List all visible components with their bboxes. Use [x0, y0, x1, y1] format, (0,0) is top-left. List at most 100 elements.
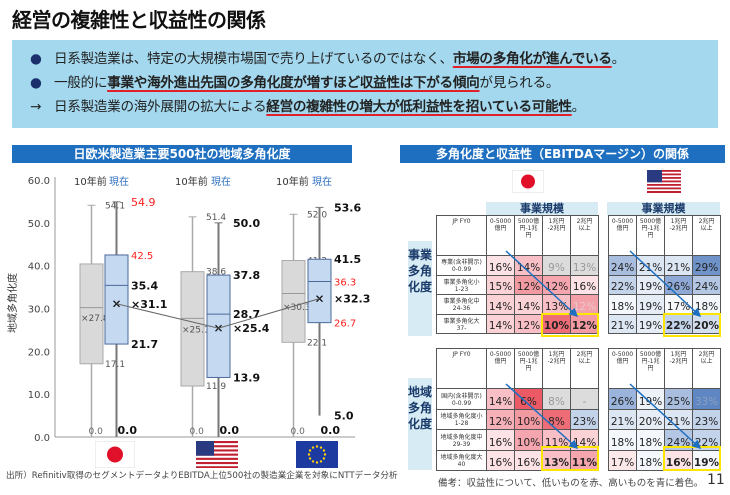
label-now-max: 50.0 [233, 217, 260, 230]
heatmap-cell: 20% [636, 408, 665, 430]
mean-label-now: ×32.3 [334, 293, 370, 306]
label-before-q1: 11.9 [206, 382, 226, 392]
heatmap-cell: 18% [692, 294, 721, 315]
row-header: 地域多角化度小 1-28 [436, 408, 487, 430]
heatmap-cell: 21% [664, 255, 693, 276]
heatmap-cell: 9% [542, 255, 571, 276]
row-header: 専業(含非開示) 0-0.99 [436, 255, 487, 276]
heatmap-cell: 22% [608, 274, 637, 295]
header-row: JP FY0 0-5000 億円 5000億 円-1兆 円 1兆円 -2兆円 2兆円 以… [436, 348, 599, 389]
eu-star [322, 449, 326, 452]
column-header: 1兆円 -2兆円 [664, 348, 693, 389]
heatmap-cell: 12% [514, 274, 543, 295]
right-panel-header: 多角化度と収益性（EBITDAマージン）の関係 [400, 145, 725, 163]
table-row: 17% 18% 16% 19% [608, 449, 721, 471]
table-row: 22% 19% 26% 24% [608, 274, 721, 295]
label-now-max: 53.6 [334, 201, 361, 214]
label-now-q3: 41.5 [334, 253, 361, 266]
heatmap-cell: 8% [542, 388, 571, 410]
y-tick-label: 20.0 [28, 347, 50, 358]
table-row: 21% 20% 21% 23% [608, 408, 721, 430]
heatmap-cell: 26% [608, 388, 637, 410]
highlight-box [541, 313, 599, 337]
eu-star [322, 457, 326, 460]
heatmap-cell: 19% [636, 274, 665, 295]
mean-marker [316, 295, 323, 303]
label-before-q3: 38.6 [206, 268, 226, 278]
series-label-now: 現在 [109, 176, 129, 188]
box-now [307, 258, 332, 324]
heatmap-cell: 14% [486, 388, 515, 410]
heatmap-cell: 12% [514, 313, 543, 334]
label-now-min: 0.0 [321, 424, 341, 437]
summary-line-3: → 日系製造業の海外展開の拡大による経営の複雑性の増大が低利益性を招いている可能性… [30, 95, 718, 119]
summary-text: 。 [571, 99, 586, 115]
heatmap-cell: 10% [514, 429, 543, 451]
table-row: 26% 19% 25% 33% [608, 388, 721, 410]
heatmap-cell: 19% [692, 449, 721, 471]
heatmap-cell: 21% [608, 408, 637, 430]
mean-label-before: ×25.1 [182, 325, 210, 335]
heatmap-cell: 12% [542, 274, 571, 295]
heatmap-cell: 18% [608, 429, 637, 451]
row-header: 地域多角化度大 40 [436, 449, 487, 471]
series-label-before: 10年前 [276, 175, 309, 188]
bullet-icon: ● [30, 75, 42, 91]
table-row: 事業多角化小 1-23 15% 12% 12% 16% [436, 274, 599, 295]
heatmap-cell: 12% [570, 294, 599, 315]
column-header: 0-5000 億円 [608, 348, 637, 389]
us-scale-header: 事業規模 [607, 202, 720, 215]
column-header: 5000億 円-1兆 円 [514, 348, 543, 389]
column-header: 2兆円 以上 [570, 348, 599, 389]
us-flag [647, 170, 681, 193]
eu-flag [296, 441, 338, 468]
heatmap-cell: 17% [664, 294, 693, 315]
heatmap-cell: 33% [692, 388, 721, 410]
business-axis-label: 事業多角化度 [408, 241, 432, 336]
label-now-max: 54.9 [131, 196, 156, 209]
heatmap-cell: - [570, 388, 599, 410]
table-row: 地域多角化度小 1-28 12% 10% 8% 23% [436, 408, 599, 430]
eu-star [315, 461, 319, 464]
table-row: 国内(含非開示) 0-0.99 14% 6% 8% - [436, 388, 599, 410]
series-label-now: 現在 [312, 176, 332, 188]
heatmap-cell: 29% [692, 255, 721, 276]
y-tick-label: 60.0 [28, 176, 50, 187]
eu-star [319, 446, 323, 449]
summary-text: 。 [611, 51, 626, 67]
arrow-right-icon: → [30, 99, 42, 115]
summary-line-2: ● 一般的に事業や海外進出先国の多角化度が増すほど収益性は下がる傾向が見られる。 [30, 71, 718, 95]
jp-flag [512, 170, 544, 193]
heatmap-cell: 21% [664, 408, 693, 430]
us-flag [196, 441, 238, 468]
header-row: 0-5000 億円 5000億 円-1兆 円 1兆円 -2兆円 2兆円 以上 [608, 348, 721, 389]
column-header: 5000億 円-1兆 円 [636, 215, 665, 256]
heatmap-cell: 14% [486, 294, 515, 315]
page-title: 経営の複雑性と収益性の関係 [12, 8, 266, 32]
highlight-box [541, 446, 599, 471]
column-header: 5000億 円-1兆 円 [636, 348, 665, 389]
region-axis-label: 地域多角化度 [408, 378, 432, 470]
row-header: 地域多角化度中 29-39 [436, 429, 487, 451]
box-before [79, 263, 104, 365]
heatmap-cell: 16% [514, 449, 543, 471]
column-header: 2兆円 以上 [692, 215, 721, 256]
corner-header: JP FY0 [436, 215, 487, 256]
heatmap-cell: 24% [608, 255, 637, 276]
column-header: 0-5000 億円 [608, 215, 637, 256]
label-before-q1: 17.1 [105, 360, 125, 370]
label-before-min: 0.0 [89, 427, 104, 437]
label-now-q1: 26.7 [334, 319, 356, 330]
left-panel-header: 日欧米製造業主要500社の地域多角化度 [12, 145, 352, 163]
heatmap-cell: 13% [542, 294, 571, 315]
heatmap-cell: 21% [608, 313, 637, 334]
summary-text: が見られる。 [479, 75, 560, 91]
jp-scale-header: 事業規模 [486, 202, 598, 215]
row-header: 事業多角化中 24-36 [436, 294, 487, 315]
box-now [206, 274, 231, 378]
label-before-max: 51.4 [206, 213, 226, 223]
heatmap-cell: 25% [664, 388, 693, 410]
label-before-min: 0.0 [190, 427, 205, 437]
label-now-median: 28.7 [233, 308, 260, 321]
y-tick-label: 10.0 [28, 390, 50, 401]
